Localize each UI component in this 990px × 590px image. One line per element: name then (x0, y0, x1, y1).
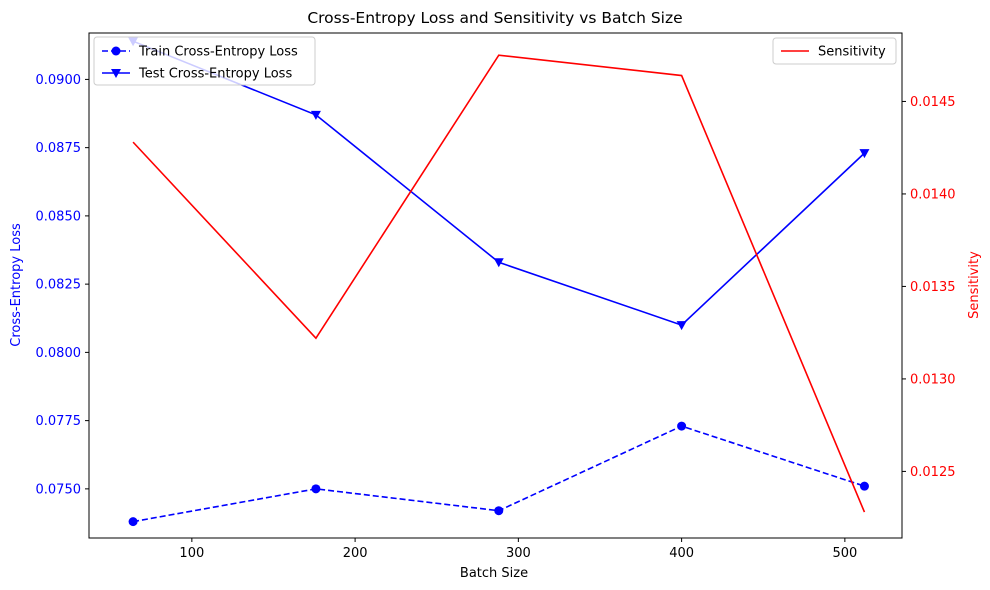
left-y-axis-title: Cross-Entropy Loss (9, 223, 24, 347)
right-y-tick-label: 0.0145 (910, 95, 956, 110)
test-cross-entropy-loss-point (310, 110, 321, 120)
legend-left-box (93, 36, 316, 86)
right-y-tick-label: 0.0135 (910, 280, 956, 295)
plot-frame (88, 32, 903, 539)
legend-swatch-marker (111, 46, 121, 56)
left-y-tick-label: 0.0875 (36, 141, 82, 156)
chart-title: Cross-Entropy Loss and Sensitivity vs Ba… (307, 9, 682, 27)
legend-right: Sensitivity (772, 37, 897, 65)
left-y-tick-label: 0.0825 (36, 278, 82, 293)
legend-left: Train Cross-Entropy Loss Test Cross-Entro… (93, 36, 316, 86)
train-cross-entropy-loss-point (494, 506, 504, 516)
x-tick-label: 200 (343, 546, 368, 561)
x-axis-title: Batch Size (460, 566, 528, 581)
right-y-tick-label: 0.0125 (910, 465, 956, 480)
test-cross-entropy-loss-point (676, 321, 687, 331)
test-cross-entropy-loss-point (493, 258, 504, 268)
x-tick-label: 400 (669, 546, 694, 561)
test-cross-entropy-loss-point (859, 149, 870, 159)
left-y-tick-label: 0.0775 (36, 414, 82, 429)
right-y-tick-label: 0.0140 (910, 187, 956, 202)
sensitivity-line (132, 54, 866, 513)
legend-right-box (772, 37, 897, 65)
x-tick-label: 100 (179, 546, 204, 561)
train-cross-entropy-loss-point (128, 517, 138, 527)
left-y-tick-label: 0.0750 (36, 482, 82, 497)
plot-area: 100 200 300 400 500 0.0750 0.0775 0.0800 0.0825 0… (36, 32, 956, 561)
legend-label: Train Cross-Entropy Loss (138, 45, 298, 60)
left-y-tick-label: 0.0850 (36, 209, 82, 224)
right-y-tick-label: 0.0130 (910, 372, 956, 387)
legend-label: Sensitivity (818, 45, 886, 60)
legend-label: Test Cross-Entropy Loss (138, 67, 292, 82)
train-cross-entropy-loss-point (677, 421, 687, 431)
train-cross-entropy-loss-point (311, 484, 321, 494)
train-cross-entropy-loss-point (859, 481, 869, 491)
left-y-tick-label: 0.0900 (36, 73, 82, 88)
x-tick-label: 500 (832, 546, 857, 561)
legend-swatch-marker (111, 69, 121, 78)
right-y-axis-title: Sensitivity (967, 251, 982, 319)
x-tick-label: 300 (506, 546, 531, 561)
left-y-tick-label: 0.0800 (36, 346, 82, 361)
